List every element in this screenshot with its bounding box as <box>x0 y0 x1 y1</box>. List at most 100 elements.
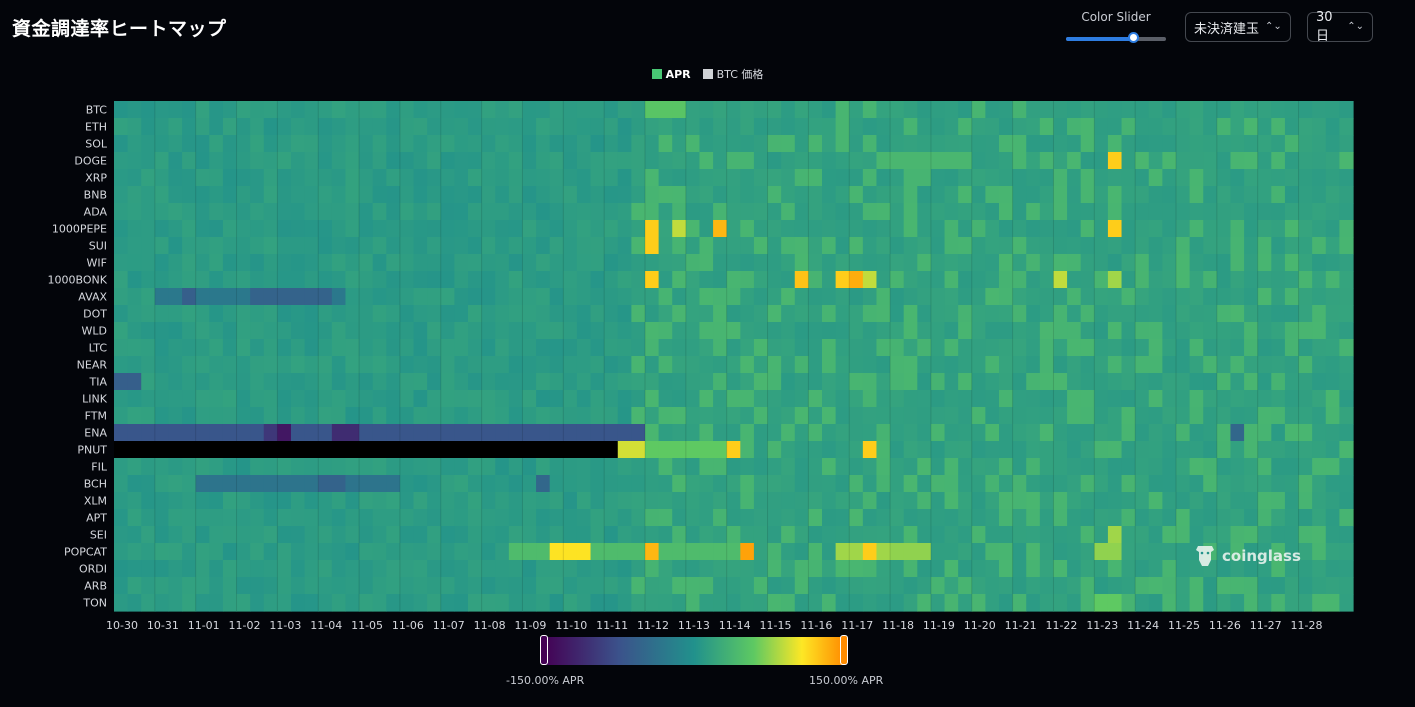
heatmap-cell[interactable] <box>1298 356 1313 374</box>
heatmap-cell[interactable] <box>1339 322 1354 340</box>
heatmap-cell[interactable] <box>604 135 619 153</box>
heatmap-cell[interactable] <box>1325 254 1340 272</box>
heatmap-cell[interactable] <box>1053 169 1068 187</box>
heatmap-cell[interactable] <box>794 339 809 357</box>
heatmap-cell[interactable] <box>944 101 959 119</box>
heatmap-cell[interactable] <box>168 458 183 476</box>
heatmap-cell[interactable] <box>209 118 224 136</box>
heatmap-cell[interactable] <box>713 509 728 527</box>
heatmap-cell[interactable] <box>849 560 864 578</box>
heatmap-cell[interactable] <box>304 220 319 238</box>
heatmap-cell[interactable] <box>536 390 551 408</box>
heatmap-cell[interactable] <box>685 135 701 153</box>
heatmap-cell[interactable] <box>413 577 428 595</box>
heatmap-cell[interactable] <box>399 288 415 306</box>
heatmap-cell[interactable] <box>195 475 210 493</box>
heatmap-cell[interactable] <box>236 203 251 221</box>
heatmap-cell[interactable] <box>985 220 1000 238</box>
heatmap-cell[interactable] <box>481 118 496 136</box>
heatmap-cell[interactable] <box>1026 407 1041 425</box>
heatmap-cell[interactable] <box>168 560 183 578</box>
heatmap-cell[interactable] <box>1148 577 1163 595</box>
heatmap-cell[interactable] <box>617 577 632 595</box>
heatmap-cell[interactable] <box>1176 475 1191 493</box>
heatmap-cell[interactable] <box>917 203 932 221</box>
heatmap-cell[interactable] <box>236 594 251 612</box>
heatmap-cell[interactable] <box>359 407 374 425</box>
heatmap-cell[interactable] <box>576 101 592 119</box>
heatmap-cell[interactable] <box>1026 288 1041 306</box>
heatmap-cell[interactable] <box>999 373 1014 391</box>
heatmap-cell[interactable] <box>1257 271 1272 289</box>
heatmap-cell[interactable] <box>168 322 183 340</box>
heatmap-cell[interactable] <box>154 339 170 357</box>
heatmap-cell[interactable] <box>536 288 551 306</box>
heatmap-cell[interactable] <box>1176 526 1191 544</box>
heatmap-cell[interactable] <box>1257 356 1272 374</box>
heatmap-cell[interactable] <box>1121 237 1136 255</box>
heatmap-cell[interactable] <box>563 135 578 153</box>
heatmap-cell[interactable] <box>154 135 170 153</box>
heatmap-cell[interactable] <box>413 135 428 153</box>
heatmap-cell[interactable] <box>713 560 728 578</box>
heatmap-cell[interactable] <box>331 322 347 340</box>
heatmap-cell[interactable] <box>440 458 455 476</box>
heatmap-cell[interactable] <box>985 373 1000 391</box>
heatmap-cell[interactable] <box>1135 152 1150 170</box>
heatmap-cell[interactable] <box>849 305 864 323</box>
heatmap-cell[interactable] <box>1148 237 1163 255</box>
heatmap-cell[interactable] <box>372 577 387 595</box>
heatmap-cell[interactable] <box>699 152 714 170</box>
heatmap-cell[interactable] <box>399 594 415 612</box>
heatmap-cell[interactable] <box>481 203 496 221</box>
heatmap-cell[interactable] <box>127 186 142 204</box>
heatmap-cell[interactable] <box>114 118 129 136</box>
heatmap-cell[interactable] <box>617 373 632 391</box>
heatmap-cell[interactable] <box>862 322 878 340</box>
heatmap-cell[interactable] <box>549 543 564 561</box>
heatmap-cell[interactable] <box>331 220 347 238</box>
heatmap-cell[interactable] <box>372 322 387 340</box>
heatmap-cell[interactable] <box>399 220 415 238</box>
heatmap-cell[interactable] <box>168 356 183 374</box>
heatmap-cell[interactable] <box>127 135 142 153</box>
heatmap-cell[interactable] <box>958 203 973 221</box>
heatmap-cell[interactable] <box>1325 322 1340 340</box>
heatmap-cell[interactable] <box>359 577 374 595</box>
heatmap-cell[interactable] <box>1230 373 1245 391</box>
heatmap-cell[interactable] <box>495 237 510 255</box>
heatmap-cell[interactable] <box>1325 594 1340 612</box>
heatmap-cell[interactable] <box>1298 322 1313 340</box>
heatmap-cell[interactable] <box>849 458 864 476</box>
heatmap-cell[interactable] <box>903 288 918 306</box>
heatmap-cell[interactable] <box>399 169 415 187</box>
heatmap-cell[interactable] <box>1026 594 1041 612</box>
heatmap-cell[interactable] <box>250 356 265 374</box>
heatmap-cell[interactable] <box>944 475 959 493</box>
heatmap-cell[interactable] <box>685 237 701 255</box>
heatmap-cell[interactable] <box>114 237 129 255</box>
heatmap-cell[interactable] <box>835 594 850 612</box>
heatmap-cell[interactable] <box>713 135 728 153</box>
heatmap-cell[interactable] <box>114 543 129 561</box>
heatmap-cell[interactable] <box>726 135 741 153</box>
heatmap-cell[interactable] <box>822 458 837 476</box>
heatmap-cell[interactable] <box>1325 101 1340 119</box>
heatmap-cell[interactable] <box>685 407 701 425</box>
heatmap-cell[interactable] <box>372 220 387 238</box>
heatmap-cell[interactable] <box>141 390 156 408</box>
heatmap-cell[interactable] <box>1026 101 1041 119</box>
heatmap-cell[interactable] <box>767 492 782 510</box>
heatmap-cell[interactable] <box>345 203 360 221</box>
heatmap-cell[interactable] <box>903 441 918 459</box>
heatmap-cell[interactable] <box>1162 560 1177 578</box>
heatmap-cell[interactable] <box>999 475 1014 493</box>
heatmap-cell[interactable] <box>440 254 455 272</box>
heatmap-cell[interactable] <box>1189 441 1204 459</box>
heatmap-cell[interactable] <box>1135 390 1150 408</box>
heatmap-cell[interactable] <box>359 271 374 289</box>
heatmap-cell[interactable] <box>590 509 605 527</box>
heatmap-cell[interactable] <box>508 169 524 187</box>
heatmap-cell[interactable] <box>1189 101 1204 119</box>
heatmap-cell[interactable] <box>685 526 701 544</box>
